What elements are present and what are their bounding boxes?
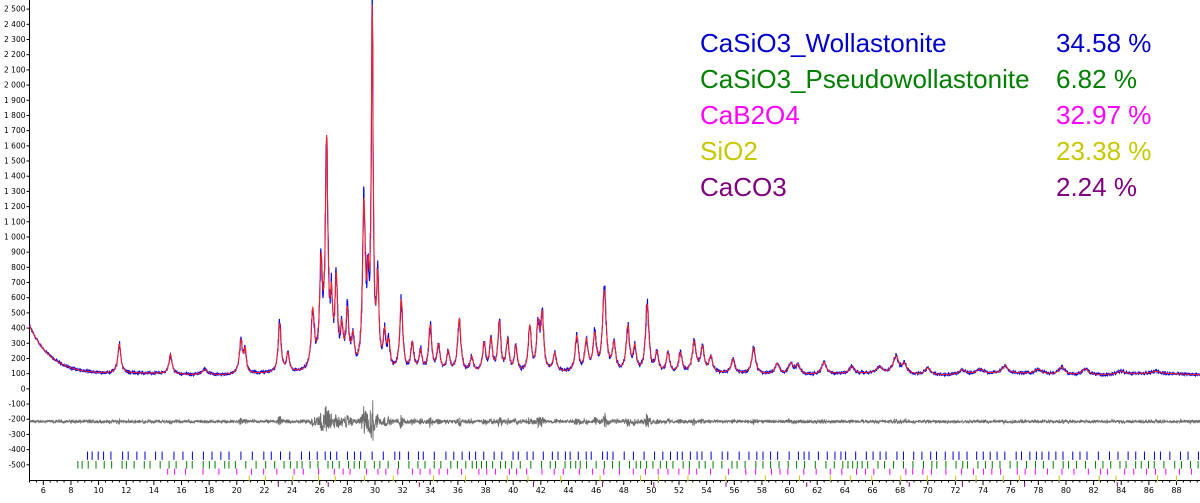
- y-axis-ticks: -500 -400 -300 -200 -100 0 100 200 300 400 500 600 7…: [4, 5, 29, 470]
- y-tick-label: -300: [8, 430, 25, 439]
- y-tick-label: 800: [11, 263, 26, 272]
- phase-ticks-casio3-pseudowollastonite: [78, 461, 1198, 469]
- calculated-series-line: [30, 5, 1200, 375]
- y-tick-label: 500: [11, 308, 26, 317]
- x-tick-label: 62: [812, 486, 822, 495]
- phase-ticks-cab2o4: [168, 469, 1192, 475]
- x-tick-label: 12: [121, 486, 131, 495]
- y-tick-label: 2 200: [4, 50, 26, 59]
- x-tick-label: 26: [315, 486, 325, 495]
- y-tick-label: 2 100: [4, 65, 26, 74]
- legend-phase-percent: 23.38 %: [1056, 136, 1151, 166]
- y-tick-label: 1 400: [4, 172, 26, 181]
- y-tick-label: 1 700: [4, 126, 26, 135]
- y-tick-label: 100: [11, 369, 26, 378]
- y-tick-label: 200: [11, 354, 26, 363]
- y-tick-label: 900: [11, 248, 26, 257]
- legend-phase-name: CaSiO3_Pseudowollastonite: [700, 64, 1030, 94]
- x-tick-label: 10: [94, 486, 104, 495]
- legend-phase-percent: 32.97 %: [1056, 100, 1151, 130]
- x-tick-label: 60: [784, 486, 794, 495]
- x-tick-label: 40: [508, 486, 518, 495]
- y-tick-label: 2 400: [4, 20, 26, 29]
- legend-phase-percent: 34.58 %: [1056, 28, 1151, 58]
- y-tick-label: 1 100: [4, 217, 26, 226]
- x-tick-label: 58: [757, 486, 767, 495]
- x-tick-label: 14: [149, 486, 159, 495]
- x-tick-label: 52: [674, 486, 684, 495]
- x-tick-label: 24: [287, 486, 297, 495]
- y-tick-label: -500: [8, 460, 25, 469]
- y-tick-label: 1 300: [4, 187, 26, 196]
- y-tick-label: 300: [11, 339, 26, 348]
- x-tick-label: 84: [1116, 486, 1126, 495]
- y-tick-label: 2 500: [4, 5, 26, 14]
- y-tick-label: 0: [21, 384, 26, 393]
- x-tick-label: 36: [453, 486, 463, 495]
- x-tick-label: 20: [232, 486, 242, 495]
- x-tick-label: 48: [619, 486, 629, 495]
- y-tick-label: 400: [11, 324, 26, 333]
- x-tick-label: 42: [536, 486, 546, 495]
- phase-ticks-casio3-wollastonite: [88, 452, 1199, 460]
- x-tick-label: 28: [342, 486, 352, 495]
- difference-series-line: [30, 400, 1200, 440]
- y-tick-label: 1 900: [4, 96, 26, 105]
- x-tick-label: 22: [259, 486, 269, 495]
- x-tick-label: 80: [1061, 486, 1071, 495]
- x-tick-label: 70: [923, 486, 933, 495]
- x-tick-label: 78: [1033, 486, 1043, 495]
- x-tick-label: 68: [895, 486, 905, 495]
- y-tick-label: 1 600: [4, 141, 26, 150]
- y-tick-label: 1 500: [4, 157, 26, 166]
- x-tick-label: 72: [950, 486, 960, 495]
- y-tick-label: 600: [11, 293, 26, 302]
- x-tick-label: 6: [41, 486, 46, 495]
- y-tick-label: -400: [8, 445, 25, 454]
- x-tick-label: 66: [867, 486, 877, 495]
- x-tick-label: 34: [425, 486, 435, 495]
- y-tick-label: -100: [8, 400, 25, 409]
- legend-phase-name: CaCO3: [700, 172, 787, 202]
- x-tick-label: 54: [702, 486, 712, 495]
- y-tick-label: 1 000: [4, 232, 26, 241]
- x-tick-label: 86: [1144, 486, 1154, 495]
- x-tick-label: 50: [646, 486, 656, 495]
- x-tick-label: 16: [176, 486, 186, 495]
- x-tick-label: 32: [398, 486, 408, 495]
- y-tick-label: 2 000: [4, 81, 26, 90]
- x-tick-label: 64: [840, 486, 850, 495]
- x-tick-label: 74: [978, 486, 988, 495]
- observed-series-line: [30, 0, 1200, 376]
- y-tick-label: 1 200: [4, 202, 26, 211]
- x-tick-label: 88: [1171, 486, 1181, 495]
- x-tick-label: 56: [729, 486, 739, 495]
- x-tick-label: 30: [370, 486, 380, 495]
- x-tick-label: 76: [1006, 486, 1016, 495]
- y-tick-label: -200: [8, 415, 25, 424]
- y-tick-label: 2 300: [4, 35, 26, 44]
- x-tick-label: 82: [1088, 486, 1098, 495]
- phase-legend: CaSiO3_Wollastonite 34.58 % CaSiO3_Pseudow…: [700, 28, 1151, 202]
- legend-phase-percent: 6.82 %: [1056, 64, 1137, 94]
- y-tick-label: 1 800: [4, 111, 26, 120]
- legend-phase-name: CaSiO3_Wollastonite: [700, 28, 947, 58]
- y-tick-label: 700: [11, 278, 26, 287]
- x-tick-label: 8: [68, 486, 73, 495]
- legend-phase-name: SiO2: [700, 136, 758, 166]
- x-tick-label: 44: [563, 486, 573, 495]
- x-tick-label: 18: [204, 486, 214, 495]
- phase-reflection-ticks: [78, 452, 1199, 487]
- legend-phase-name: CaB2O4: [700, 100, 800, 130]
- x-tick-label: 46: [591, 486, 601, 495]
- x-tick-label: 38: [480, 486, 490, 495]
- legend-phase-percent: 2.24 %: [1056, 172, 1137, 202]
